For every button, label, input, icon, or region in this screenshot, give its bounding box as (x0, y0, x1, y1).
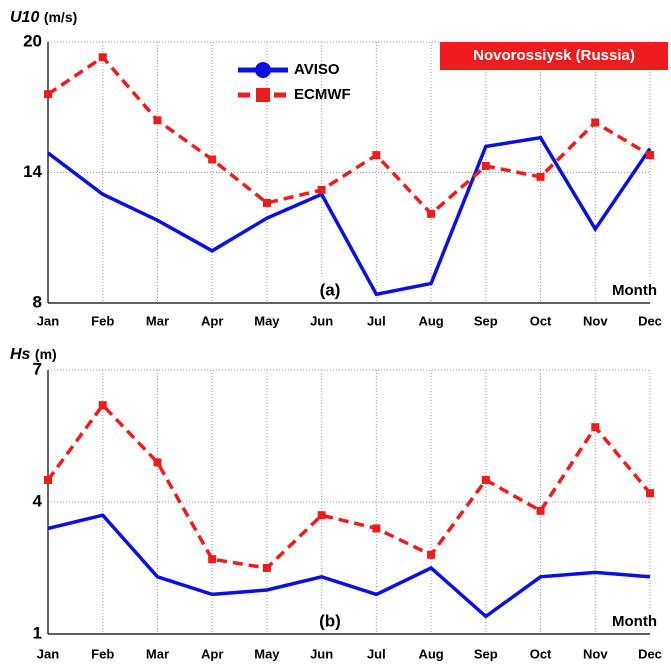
label-bg (605, 279, 671, 301)
x-tick-label: Sep (474, 646, 498, 661)
legend-marker (256, 88, 270, 102)
marker (372, 524, 381, 533)
series-line (47, 513, 651, 619)
x-axis-label: Month (612, 282, 657, 299)
label-bg (605, 610, 671, 632)
x-tick-label: Jan (37, 313, 59, 328)
marker (208, 155, 217, 164)
marker (427, 550, 436, 559)
label-bg (300, 279, 350, 301)
y-tick-label: 1 (33, 623, 42, 642)
marker (153, 458, 162, 467)
marker (317, 511, 326, 520)
legend-marker (255, 62, 271, 78)
y-axis-label: Hs (m) (10, 346, 57, 364)
marker (481, 476, 490, 484)
series-line (46, 135, 652, 297)
marker (536, 172, 545, 181)
x-tick-label: May (254, 313, 280, 328)
x-tick-label: Aug (418, 313, 443, 328)
marker (44, 476, 52, 484)
marker (98, 53, 107, 62)
marker (262, 198, 271, 207)
x-tick-label: Apr (201, 646, 223, 661)
x-tick-label: Feb (91, 646, 114, 661)
marker (646, 489, 654, 498)
marker (646, 151, 654, 160)
y-axis-label: U10 (m/s) (10, 9, 77, 27)
legend-label: AVISO (294, 61, 340, 78)
x-tick-label: Jun (310, 646, 333, 661)
x-tick-label: Dec (638, 646, 662, 661)
marker (591, 118, 600, 127)
x-tick-label: Aug (418, 646, 443, 661)
marker (427, 209, 436, 218)
x-tick-label: Oct (530, 646, 552, 661)
y-tick-label: 8 (33, 292, 42, 311)
y-label-unit: (m) (35, 346, 57, 362)
y-tick-label: 20 (23, 31, 42, 50)
marker (98, 401, 107, 410)
y-label-symbol: Hs (10, 346, 31, 363)
x-tick-label: Apr (201, 313, 223, 328)
marker (208, 555, 217, 564)
x-tick-label: Jul (367, 313, 386, 328)
x-axis-label: Month (612, 613, 657, 630)
x-tick-label: Dec (638, 313, 662, 328)
annotation: Novorossiysk (Russia) (473, 47, 635, 64)
y-label-symbol: U10 (10, 9, 39, 26)
marker (481, 161, 490, 170)
marker (153, 116, 162, 125)
y-tick-label: 14 (23, 162, 42, 181)
marker (317, 185, 326, 194)
y-label-unit: (m/s) (44, 9, 77, 25)
x-tick-label: Oct (530, 313, 552, 328)
x-tick-label: Nov (583, 313, 608, 328)
series-line (46, 402, 652, 570)
x-tick-label: Nov (583, 646, 608, 661)
y-tick-label: 4 (33, 491, 43, 510)
marker (262, 564, 271, 572)
x-tick-label: Sep (474, 313, 498, 328)
x-tick-label: Mar (146, 646, 169, 661)
x-tick-label: May (254, 646, 280, 661)
series-line (47, 54, 651, 217)
x-tick-label: Jul (367, 646, 386, 661)
panel-label: (b) (319, 611, 341, 630)
legend-label: ECMWF (294, 86, 351, 103)
marker (591, 423, 600, 432)
label-bg (300, 610, 350, 632)
marker (44, 90, 52, 99)
x-tick-label: Feb (91, 313, 114, 328)
x-tick-label: Mar (146, 313, 169, 328)
annotation-box (440, 42, 668, 70)
marker (372, 151, 381, 160)
y-tick-label: 7 (33, 359, 42, 378)
marker (536, 506, 545, 515)
x-tick-label: Jun (310, 313, 333, 328)
x-tick-label: Jan (37, 646, 59, 661)
panel-label: (a) (320, 280, 341, 299)
